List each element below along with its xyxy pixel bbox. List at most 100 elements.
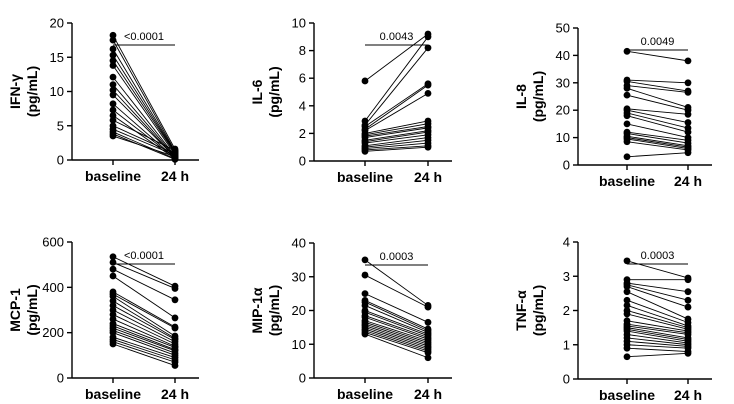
x-category-label: baseline bbox=[85, 386, 141, 402]
pair-line bbox=[364, 36, 429, 122]
h24-point bbox=[424, 349, 432, 357]
pair-line bbox=[626, 108, 689, 115]
h24-point bbox=[684, 57, 692, 65]
y-tick-label: 0 bbox=[563, 372, 570, 387]
y-tick-label: 10 bbox=[292, 16, 306, 31]
baseline-point bbox=[109, 253, 117, 261]
baseline-point bbox=[109, 272, 117, 280]
y-tick-label: 8 bbox=[299, 43, 306, 58]
x-category-label: baseline bbox=[337, 386, 393, 402]
baseline-point bbox=[109, 91, 117, 99]
pair-line bbox=[626, 152, 689, 158]
y-tick-label: 0 bbox=[299, 371, 306, 386]
h24-point bbox=[684, 149, 692, 157]
pair-line bbox=[364, 84, 429, 130]
pair-line bbox=[112, 341, 176, 363]
pair-line bbox=[626, 50, 689, 62]
pair-line bbox=[112, 323, 176, 348]
pair-line bbox=[626, 323, 689, 334]
pair-line bbox=[626, 112, 689, 129]
y-tick-label: 0 bbox=[57, 371, 64, 386]
x-category-label: baseline bbox=[337, 169, 393, 185]
pair-line bbox=[112, 119, 176, 151]
y-tick-label: 15 bbox=[50, 50, 64, 65]
y-tick-label: 0 bbox=[299, 154, 306, 169]
h24-point bbox=[171, 314, 179, 322]
pair-line bbox=[626, 115, 689, 133]
h24-point bbox=[171, 285, 179, 292]
baseline-point bbox=[623, 91, 631, 99]
baseline-point bbox=[361, 256, 369, 264]
pair-line bbox=[626, 94, 689, 111]
pair-line bbox=[364, 92, 429, 132]
y-axis-unit: (pg/mL) bbox=[266, 285, 282, 336]
h24-point bbox=[684, 288, 692, 296]
pair-line bbox=[364, 293, 429, 323]
baseline-point bbox=[623, 120, 631, 128]
baseline-point bbox=[109, 340, 117, 348]
pair-line bbox=[364, 33, 429, 82]
pair-line bbox=[112, 339, 176, 361]
baseline-point bbox=[109, 45, 117, 53]
pair-line bbox=[626, 286, 689, 308]
pair-line bbox=[364, 330, 429, 352]
baseline-point bbox=[623, 47, 631, 55]
pair-line bbox=[112, 293, 176, 329]
panel-3: 0 10 20 30 40 50 baseline 24 h IL-8 (pg/mL) 0.0049 bbox=[513, 21, 712, 189]
y-tick-label: 30 bbox=[556, 75, 570, 90]
pair-line bbox=[112, 318, 176, 347]
y-tick-label: 4 bbox=[563, 235, 570, 250]
y-tick-label: 5 bbox=[57, 118, 64, 133]
y-tick-label: 2 bbox=[563, 303, 570, 318]
pair-line bbox=[626, 347, 689, 353]
pair-line bbox=[112, 89, 176, 158]
pair-line bbox=[626, 327, 689, 339]
y-tick-label: 1 bbox=[563, 337, 570, 352]
y-tick-label: 40 bbox=[556, 48, 570, 63]
baseline-point bbox=[361, 330, 369, 338]
baseline-point bbox=[109, 100, 117, 108]
pair-line bbox=[364, 146, 429, 152]
pair-line bbox=[112, 39, 176, 152]
h24-point bbox=[424, 318, 432, 326]
h24-point bbox=[424, 89, 432, 97]
pair-line bbox=[364, 131, 429, 143]
x-category-label: baseline bbox=[599, 387, 655, 403]
h24-point bbox=[424, 44, 432, 52]
baseline-point bbox=[623, 301, 631, 309]
x-category-label: 24 h bbox=[414, 169, 442, 185]
pair-line bbox=[626, 352, 689, 358]
y-axis-unit: (pg/mL) bbox=[530, 285, 546, 336]
panel-2: 0 2 4 6 8 10 baseline 24 h IL-6 (pg/mL) 0.0043 bbox=[249, 16, 452, 185]
pair-line bbox=[112, 343, 176, 366]
pair-line bbox=[364, 333, 429, 359]
pair-line bbox=[364, 315, 429, 338]
baseline-point bbox=[623, 288, 631, 296]
y-tick-label: 3 bbox=[563, 269, 570, 284]
x-category-label: baseline bbox=[85, 168, 141, 184]
h24-point bbox=[424, 81, 432, 89]
p-value-label: <0.0001 bbox=[124, 31, 164, 43]
pair-line bbox=[112, 84, 176, 157]
pair-line bbox=[364, 274, 429, 308]
h24-point bbox=[684, 119, 692, 126]
pair-line bbox=[112, 327, 176, 352]
pair-line bbox=[112, 314, 176, 345]
baseline-point bbox=[623, 153, 631, 161]
p-value-label: 0.0049 bbox=[641, 36, 675, 48]
pair-line bbox=[364, 47, 429, 126]
pair-line bbox=[626, 325, 689, 335]
pair-line bbox=[626, 109, 689, 123]
pair-line bbox=[112, 35, 176, 150]
pair-line bbox=[626, 310, 689, 329]
pair-line bbox=[626, 337, 689, 346]
baseline-point bbox=[361, 77, 369, 85]
h24-point bbox=[684, 349, 692, 357]
pair-line bbox=[626, 304, 689, 327]
h24-point bbox=[171, 153, 179, 160]
pair-line bbox=[364, 299, 429, 330]
p-value-label: <0.0001 bbox=[124, 250, 164, 262]
h24-point bbox=[684, 79, 692, 87]
pair-line bbox=[364, 325, 429, 347]
x-category-label: 24 h bbox=[161, 168, 189, 184]
